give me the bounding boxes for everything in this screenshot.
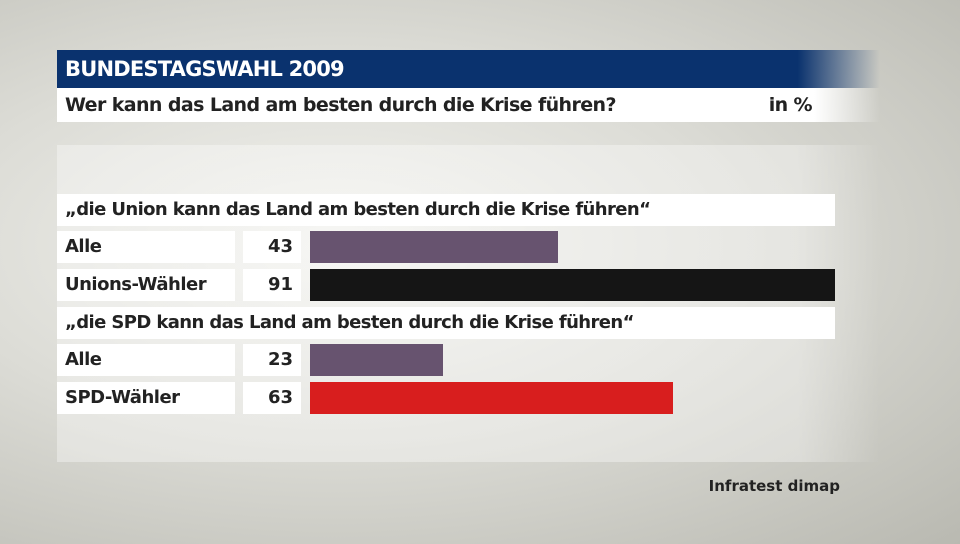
row-label: Unions-Wähler bbox=[57, 269, 235, 301]
group-label: „die SPD kann das Land am besten durch d… bbox=[57, 307, 835, 339]
data-label: 43 bbox=[243, 231, 301, 263]
source-label: Infratest dimap bbox=[708, 477, 840, 495]
bar bbox=[310, 344, 443, 376]
row-label: SPD-Wähler bbox=[57, 382, 235, 414]
bar bbox=[310, 231, 559, 263]
row-label: Alle bbox=[57, 231, 235, 263]
data-label: 91 bbox=[243, 269, 301, 301]
data-label: 63 bbox=[243, 382, 301, 414]
group-label: „die Union kann das Land am besten durch… bbox=[57, 194, 835, 226]
row-label: Alle bbox=[57, 344, 235, 376]
unit-label: in % bbox=[768, 94, 813, 116]
question-text: Wer kann das Land am besten durch die Kr… bbox=[65, 94, 616, 116]
bar bbox=[310, 382, 674, 414]
chart-panel bbox=[57, 145, 880, 462]
data-label: 23 bbox=[243, 344, 301, 376]
chart-question: Wer kann das Land am besten durch die Kr… bbox=[57, 88, 880, 122]
bar bbox=[310, 269, 835, 301]
chart-title: BUNDESTAGSWAHL 2009 bbox=[57, 50, 880, 88]
